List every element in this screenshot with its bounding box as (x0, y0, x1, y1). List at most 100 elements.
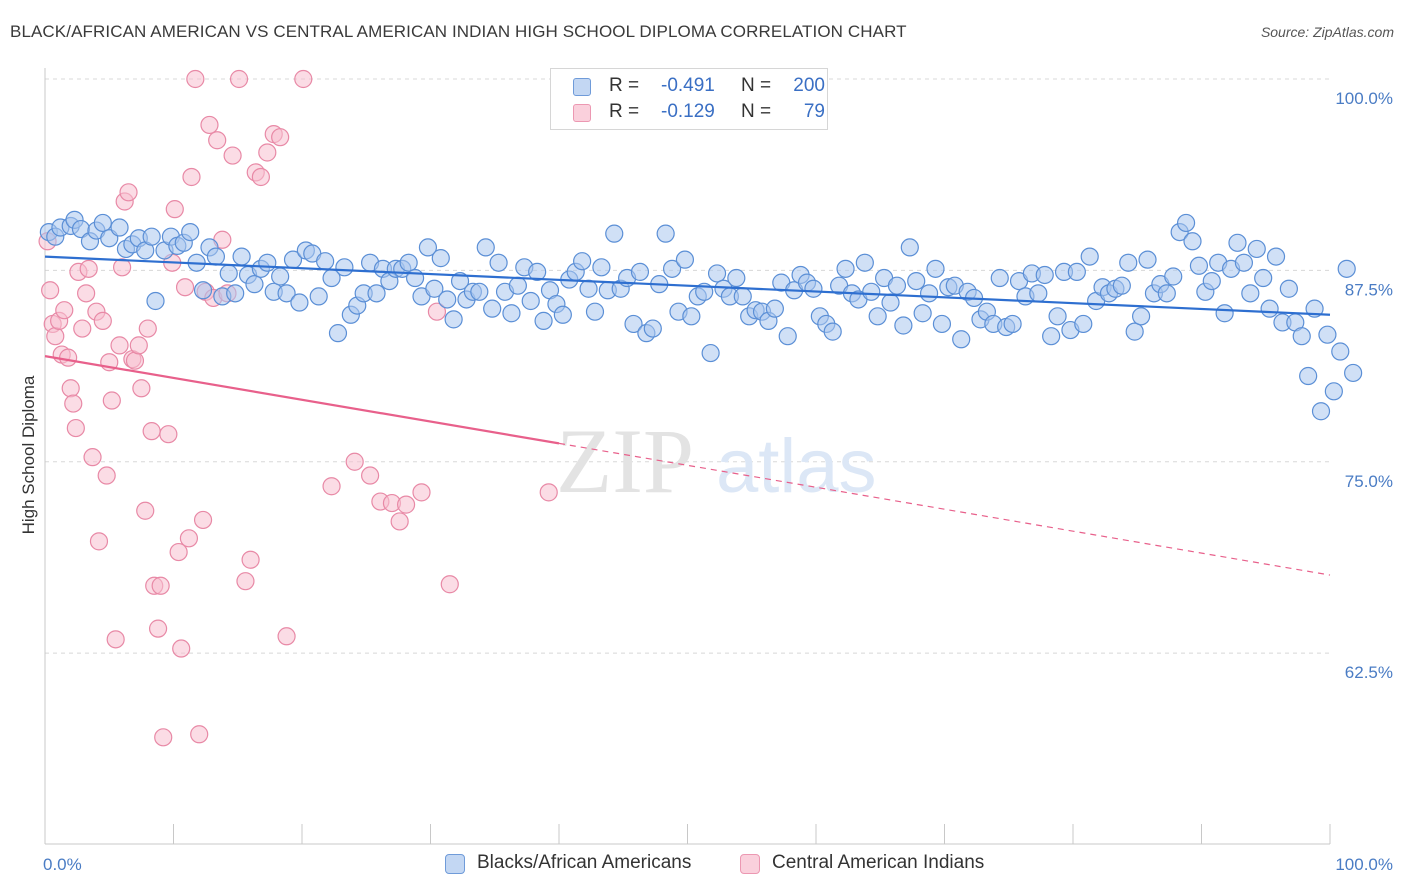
data-point-blacks-african-americans (1035, 265, 1054, 285)
data-point-blacks-african-americans (1247, 239, 1266, 259)
data-point-blacks-african-americans (193, 281, 213, 300)
data-point-central-american-indians (93, 311, 112, 330)
data-point-blacks-african-americans (707, 264, 727, 283)
data-point-blacks-african-americans (1112, 276, 1131, 295)
axes (44, 68, 1331, 845)
data-point-central-american-indians (165, 200, 184, 219)
r-label: R = (609, 101, 640, 122)
data-point-blacks-african-americans (142, 227, 161, 246)
data-point-blacks-african-americans (1067, 262, 1086, 282)
data-point-central-american-indians (138, 319, 157, 338)
data-point-blacks-african-americans (476, 238, 495, 257)
data-point-central-american-indians (345, 452, 364, 471)
y-tick-label: 75.0% (1345, 472, 1393, 491)
blue-swatch (573, 78, 591, 96)
data-point-blacks-african-americans (1080, 247, 1099, 266)
data-point-central-american-indians (79, 259, 98, 278)
data-point-blacks-african-americans (258, 253, 277, 272)
data-point-central-american-indians (223, 146, 242, 165)
data-point-central-american-indians (61, 379, 80, 398)
data-point-blacks-african-americans (605, 224, 624, 243)
data-point-blacks-african-americans (926, 259, 945, 278)
data-point-blacks-african-americans (868, 307, 887, 326)
data-point-blacks-african-americans (894, 316, 913, 335)
data-point-blacks-african-americans (1157, 284, 1176, 303)
data-point-central-american-indians (277, 627, 296, 646)
chart-title: BLACK/AFRICAN AMERICAN VS CENTRAL AMERIC… (10, 22, 907, 41)
watermark-atlas: atlas (716, 424, 877, 509)
data-point-central-american-indians (97, 466, 116, 485)
data-point-blacks-african-americans (521, 291, 540, 311)
data-point-central-american-indians (182, 167, 201, 187)
trend-line-central-american-indians (44, 355, 560, 445)
data-point-blacks-african-americans (887, 276, 907, 295)
data-point-blacks-african-americans (1183, 232, 1202, 251)
data-point-blacks-african-americans (502, 304, 521, 323)
data-point-blacks-african-americans (919, 284, 939, 303)
gridlines (45, 78, 1330, 654)
x-tick-labels: 0.0% 100.0% (43, 855, 1393, 874)
trend-line-extrapolated-central-american-indians (558, 442, 1331, 576)
data-point-blacks-african-americans (675, 250, 695, 269)
data-point-blacks-african-americans (579, 279, 598, 298)
data-point-blacks-african-americans (309, 287, 328, 306)
data-point-central-american-indians (427, 302, 447, 321)
data-point-central-american-indians (77, 284, 96, 303)
legend-label: Central American Indians (772, 852, 985, 873)
data-point-blacks-african-americans (630, 262, 650, 282)
data-point-blacks-african-americans (1234, 253, 1254, 272)
data-point-blacks-african-americans (1202, 271, 1221, 291)
data-point-central-american-indians (112, 258, 132, 277)
data-point-blacks-african-americans (1241, 284, 1260, 303)
blue-swatch (445, 854, 465, 874)
data-point-blacks-african-americans (1074, 314, 1093, 334)
data-point-blacks-african-americans (1228, 233, 1247, 252)
data-point-blacks-african-americans (444, 310, 463, 329)
data-point-central-american-indians (110, 336, 129, 355)
data-point-central-american-indians (208, 131, 227, 150)
data-point-blacks-african-americans (682, 307, 701, 326)
data-point-blacks-african-americans (1138, 250, 1157, 269)
x-tick-label: 0.0% (43, 855, 82, 874)
data-point-blacks-african-americans (823, 322, 842, 341)
data-point-central-american-indians (151, 576, 170, 595)
n-label: N = (741, 101, 772, 122)
data-point-blacks-african-americans (1299, 366, 1318, 386)
data-point-central-american-indians (193, 510, 213, 530)
data-point-blacks-african-americans (277, 284, 296, 303)
data-point-blacks-african-americans (585, 302, 605, 321)
data-point-central-american-indians (154, 728, 173, 747)
data-point-blacks-african-americans (470, 282, 489, 301)
data-point-blacks-african-americans (733, 287, 752, 306)
data-point-blacks-african-americans (952, 330, 971, 349)
series-blacks-african-americans (39, 210, 1363, 421)
data-point-blacks-african-americans (1266, 247, 1286, 266)
data-point-blacks-african-americans (855, 253, 874, 272)
data-point-central-american-indians (41, 281, 60, 300)
data-point-central-american-indians (172, 639, 191, 658)
data-point-blacks-african-americans (1254, 268, 1273, 288)
data-point-blacks-african-americans (206, 247, 226, 266)
n-label: N = (741, 75, 772, 96)
data-point-blacks-african-americans (528, 262, 547, 282)
data-point-central-american-indians (106, 630, 125, 649)
data-point-central-american-indians (361, 466, 380, 485)
data-point-central-american-indians (169, 542, 188, 562)
data-point-blacks-african-americans (335, 258, 354, 277)
x-tick-label: 100.0% (1335, 855, 1393, 874)
data-point-blacks-african-americans (271, 267, 290, 286)
series-legend: Blacks/African Americans Central America… (0, 852, 1406, 878)
data-point-blacks-african-americans (1164, 267, 1183, 286)
data-point-central-american-indians (55, 301, 74, 320)
data-point-blacks-african-americans (727, 268, 746, 288)
data-point-central-american-indians (46, 327, 65, 346)
data-point-blacks-african-americans (425, 279, 444, 298)
data-point-blacks-african-americans (418, 238, 438, 257)
data-point-central-american-indians (148, 619, 168, 638)
data-point-blacks-african-americans (932, 314, 952, 334)
trend-line-blacks-african-americans (44, 255, 1331, 316)
data-point-central-american-indians (64, 394, 83, 413)
data-point-blacks-african-americans (1215, 304, 1234, 323)
data-point-central-american-indians (119, 183, 138, 202)
